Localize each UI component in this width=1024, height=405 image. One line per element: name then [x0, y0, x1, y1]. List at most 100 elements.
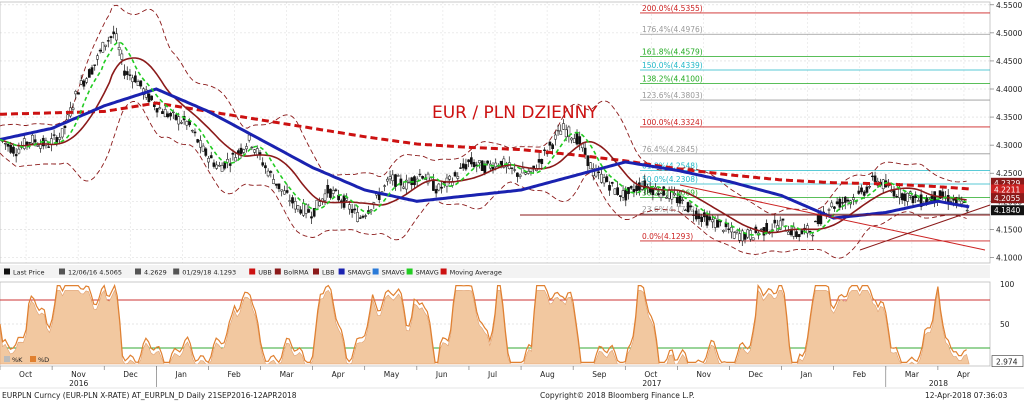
price-candle [421, 176, 424, 179]
price-candle [161, 111, 164, 114]
month-label: Jan [800, 370, 813, 379]
fib-level-label: 150.0%(4.4339) [642, 61, 703, 70]
price-candle [456, 176, 460, 179]
price-candle [348, 204, 351, 210]
price-candle [667, 189, 671, 199]
price-candle [361, 215, 365, 218]
oscillator-legend: %K %D [4, 356, 49, 364]
month-label: Feb [227, 370, 241, 379]
price-candle [98, 49, 102, 52]
price-candle [115, 33, 118, 41]
price-candle [350, 209, 354, 213]
price-candle [919, 194, 923, 207]
price-grid [0, 2, 990, 263]
price-candle [331, 190, 335, 194]
price-candle [800, 230, 804, 235]
dot-marker-icon [135, 268, 141, 275]
price-candle [743, 233, 747, 240]
price-candle [277, 183, 281, 190]
price-candle [808, 231, 812, 233]
price-candle [881, 179, 885, 190]
price-candle [383, 185, 386, 187]
smavg-blue-line [0, 87, 970, 220]
price-candle [396, 175, 400, 177]
price-candle [830, 202, 834, 207]
price-candle [388, 176, 392, 180]
price-candle [44, 140, 48, 146]
price-candle [47, 146, 51, 148]
price-candle [242, 149, 246, 153]
price-candle [619, 195, 622, 197]
price-candle [315, 199, 319, 210]
price-candle [621, 190, 625, 198]
osc-value-label: 2.974 [996, 358, 1018, 367]
price-candle [461, 163, 465, 169]
price-candle [288, 200, 292, 202]
price-candle [732, 232, 736, 239]
fib-level-label: 123.6%(4.3803) [642, 91, 703, 100]
price-candle [174, 114, 178, 120]
price-candle [28, 142, 32, 144]
price-candle [22, 138, 26, 149]
fib-level-label: 138.2%(4.4100) [642, 74, 703, 83]
price-candle [656, 193, 660, 195]
price-candle [578, 136, 582, 145]
price-candle [391, 174, 395, 182]
black-square-icon [4, 268, 10, 275]
price-candle [795, 231, 798, 238]
price-candle [413, 176, 416, 186]
price-candle [85, 78, 88, 83]
month-label: Nov [696, 370, 711, 379]
price-candle [302, 202, 305, 216]
price-candle [9, 145, 13, 153]
price-candle [857, 190, 861, 194]
price-candle [738, 233, 741, 241]
price-candle [453, 172, 457, 177]
price-candle [193, 131, 197, 134]
price-candle [285, 190, 289, 193]
month-label: Nov [71, 370, 86, 379]
price-candle [60, 128, 64, 138]
price-candle [150, 95, 153, 101]
price-candle [63, 125, 67, 128]
fib-level-label: 161.8%(4.4579) [642, 48, 703, 57]
month-label: Oct [644, 370, 657, 379]
price-tag [991, 184, 1024, 195]
price-tag-label: 4.1840 [994, 206, 1020, 215]
price-candle [204, 148, 208, 156]
price-candle [177, 116, 181, 125]
fib-level-label: 0.0%(4.1293) [642, 232, 693, 241]
price-tag-label: 4.2329 [994, 179, 1020, 188]
fib-level-label: 176.4%(4.4976) [642, 25, 703, 34]
legend-label: BolRMA [284, 269, 309, 277]
indicator-legend: Last Price 12/06/16 4.5065 4.2629 01/29/18 … [0, 265, 990, 278]
month-label: Oct [19, 370, 32, 379]
month-label: Jan [174, 370, 187, 379]
price-candle [31, 134, 34, 144]
price-candle [196, 139, 200, 143]
price-candle [516, 172, 519, 177]
osc-tick-label: 50 [1000, 320, 1010, 329]
price-candle [112, 31, 116, 35]
price-candle [274, 183, 278, 186]
price-candle [778, 220, 782, 230]
price-candle [139, 80, 143, 87]
price-candle [166, 113, 170, 118]
price-candle [852, 197, 855, 200]
price-tag [991, 177, 1024, 188]
price-candle [678, 195, 682, 204]
month-label: Mar [905, 370, 920, 379]
month-label: Apr [957, 370, 971, 379]
price-candle [735, 230, 739, 233]
price-candle [96, 55, 99, 60]
price-candle [553, 134, 557, 140]
fib-level-label: 61.8%(4.2548) [642, 161, 698, 170]
price-candle [965, 209, 969, 212]
y-tick-label: 4.3000 [996, 141, 1022, 150]
price-candle [329, 188, 332, 198]
price-candle [418, 173, 422, 176]
price-candle [79, 80, 83, 85]
price-candle [572, 138, 576, 143]
price-candle [261, 162, 265, 166]
